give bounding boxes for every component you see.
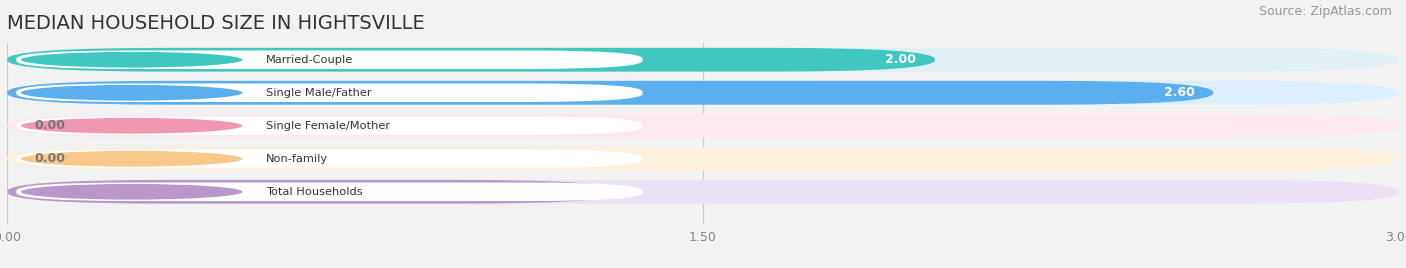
FancyBboxPatch shape bbox=[17, 83, 643, 102]
Text: 1.32: 1.32 bbox=[569, 185, 600, 198]
Text: Single Female/Mother: Single Female/Mother bbox=[266, 121, 389, 131]
Text: MEDIAN HOUSEHOLD SIZE IN HIGHTSVILLE: MEDIAN HOUSEHOLD SIZE IN HIGHTSVILLE bbox=[7, 14, 425, 33]
FancyBboxPatch shape bbox=[17, 117, 643, 135]
Text: 2.60: 2.60 bbox=[1164, 86, 1195, 99]
Text: 0.00: 0.00 bbox=[35, 152, 66, 165]
Text: Total Households: Total Households bbox=[266, 187, 363, 197]
FancyBboxPatch shape bbox=[17, 150, 643, 168]
Circle shape bbox=[21, 184, 242, 200]
FancyBboxPatch shape bbox=[7, 81, 1399, 105]
Text: Single Male/Father: Single Male/Father bbox=[266, 88, 371, 98]
Text: Source: ZipAtlas.com: Source: ZipAtlas.com bbox=[1258, 5, 1392, 18]
Circle shape bbox=[21, 118, 242, 134]
Text: 2.00: 2.00 bbox=[886, 53, 917, 66]
FancyBboxPatch shape bbox=[7, 114, 1399, 138]
FancyBboxPatch shape bbox=[7, 180, 1399, 204]
FancyBboxPatch shape bbox=[7, 48, 935, 72]
Circle shape bbox=[21, 151, 242, 167]
FancyBboxPatch shape bbox=[17, 50, 643, 69]
Circle shape bbox=[21, 52, 242, 68]
FancyBboxPatch shape bbox=[7, 81, 1213, 105]
FancyBboxPatch shape bbox=[7, 147, 1399, 171]
FancyBboxPatch shape bbox=[17, 183, 643, 201]
FancyBboxPatch shape bbox=[7, 48, 1399, 72]
Text: 0.00: 0.00 bbox=[35, 119, 66, 132]
Circle shape bbox=[21, 85, 242, 100]
Text: Married-Couple: Married-Couple bbox=[266, 55, 353, 65]
Text: Non-family: Non-family bbox=[266, 154, 328, 164]
FancyBboxPatch shape bbox=[7, 180, 620, 204]
